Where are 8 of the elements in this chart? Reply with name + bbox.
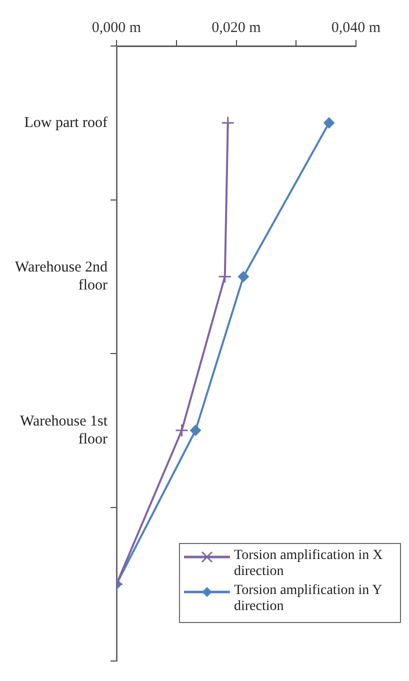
legend-label: Torsion amplification in Y direction (234, 583, 383, 615)
x-tick-label: 0,040 m (331, 20, 381, 36)
y-tick-label: Low part roof (24, 114, 108, 131)
y-tick-label: Warehouse 1st floor (20, 413, 108, 448)
legend-label: Torsion amplification in X direction (234, 548, 384, 580)
x-tick-label: 0,000 m (92, 20, 142, 36)
y-tick-label: Warehouse 2nd floor (14, 260, 108, 294)
x-tick-label: 0,020 m (212, 20, 262, 36)
